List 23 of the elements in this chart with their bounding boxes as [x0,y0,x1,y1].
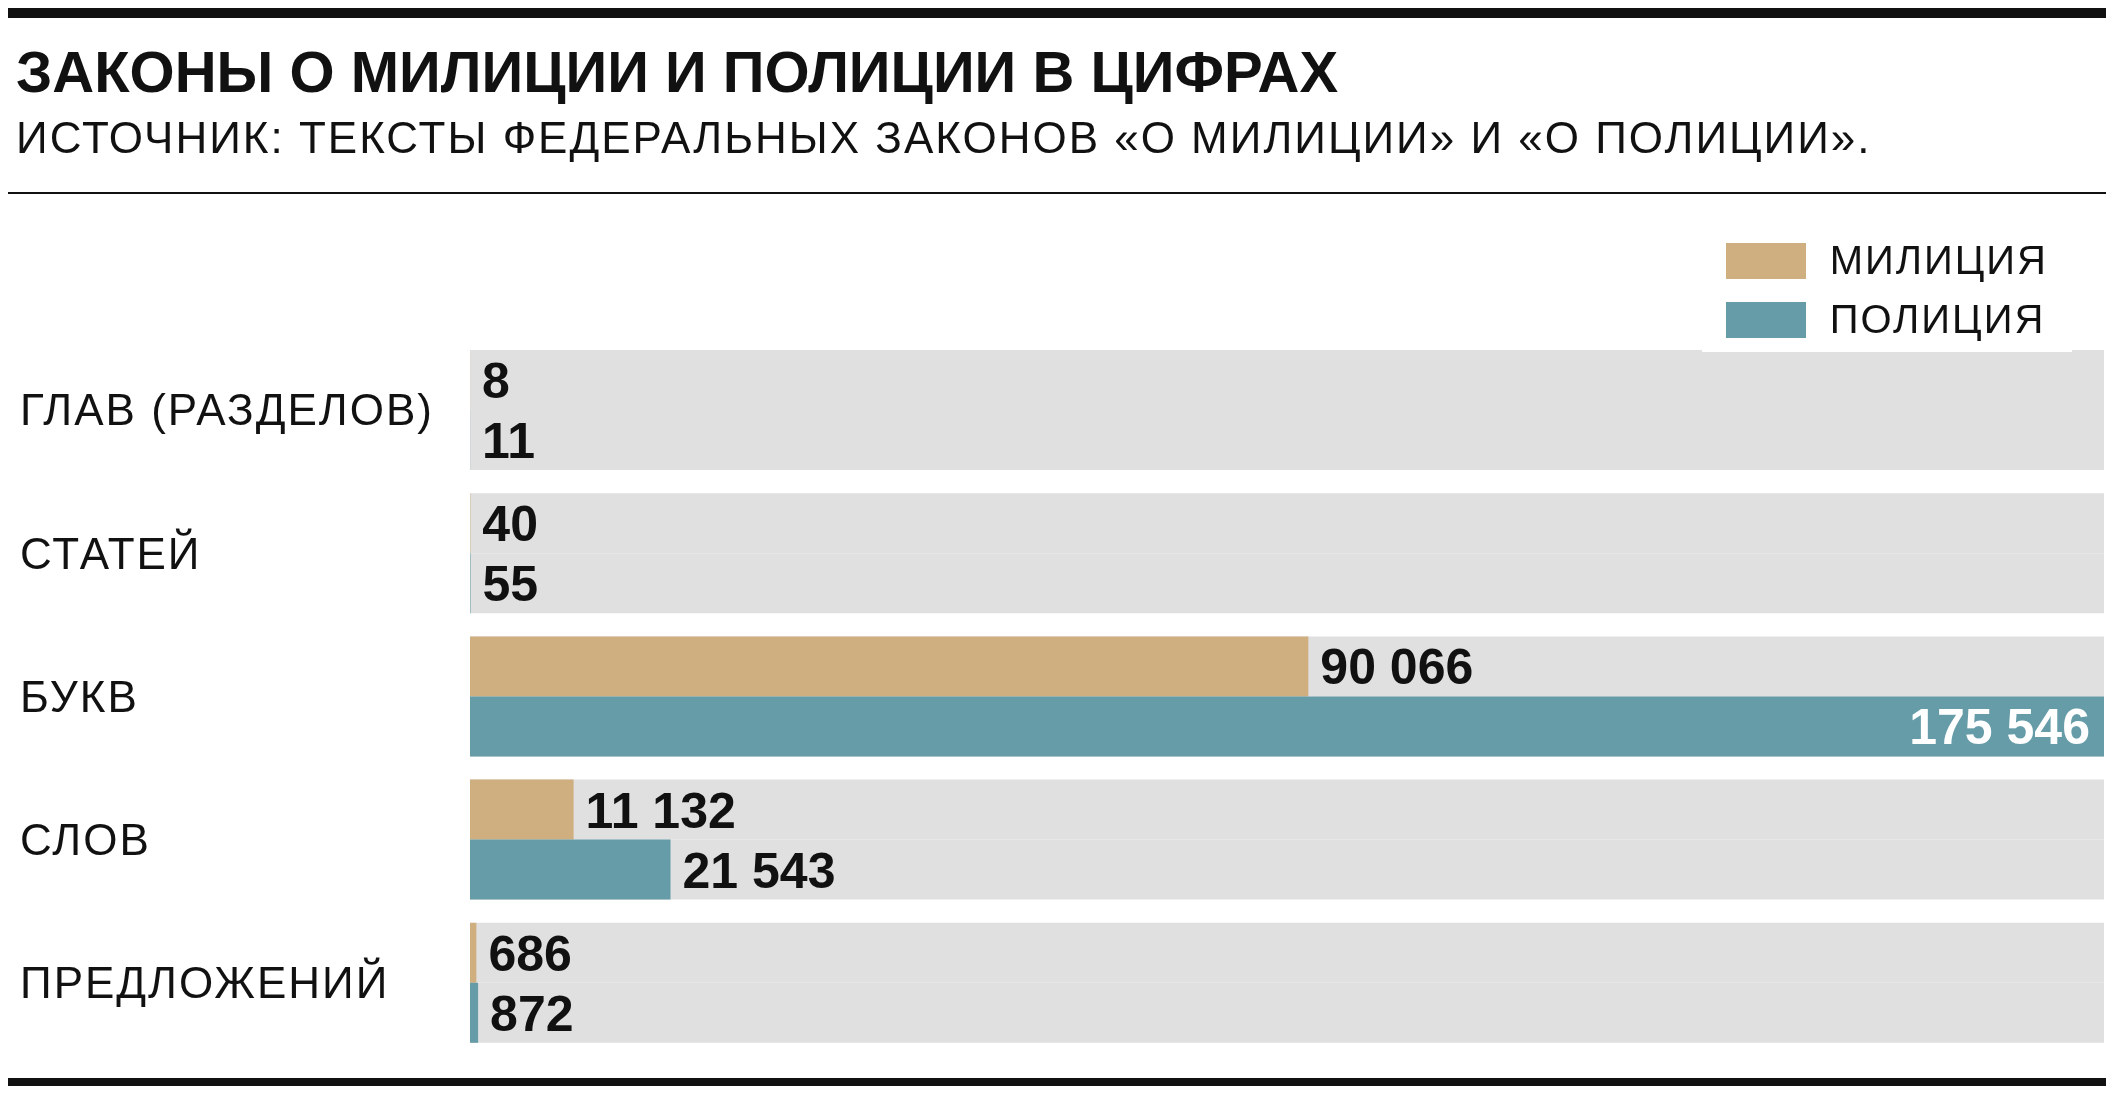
chart-subtitle: ИСТОЧНИК: ТЕКСТЫ ФЕДЕРАЛЬНЫХ ЗАКОНОВ «О МИЛИЦИИ» И «О ПОЛИЦИИ». [15,112,1873,164]
bar [470,839,671,900]
bar [470,922,477,983]
bar [470,779,574,840]
data-label: 686 [488,925,572,982]
data-label: 21 543 [682,842,836,899]
bar [470,982,479,1043]
data-label: 872 [490,985,574,1042]
y-tick-label: СЛОВ [20,815,151,865]
y-tick-label: БУКВ [20,671,139,721]
y-tick-label: СТАТЕЙ [20,527,202,578]
data-label: 175 546 [1909,699,2090,756]
data-label: 55 [482,556,539,613]
data-label: 40 [482,496,538,553]
data-label: 11 [482,413,535,469]
legend-label: МИЛИЦИЯ [1829,238,2048,283]
chart-title: ЗАКОНЫ О МИЛИЦИИ И ПОЛИЦИИ В ЦИФРАХ [15,39,1340,104]
data-label: 8 [482,353,510,409]
y-tick-label: ГЛАВ (РАЗДЕЛОВ) [20,385,434,435]
data-label: 11 132 [585,782,736,839]
y-tick-label: ПРЕДЛОЖЕНИЙ [20,957,390,1008]
data-label: 90 066 [1320,639,1474,696]
legend-label: ПОЛИЦИЯ [1829,297,2046,342]
